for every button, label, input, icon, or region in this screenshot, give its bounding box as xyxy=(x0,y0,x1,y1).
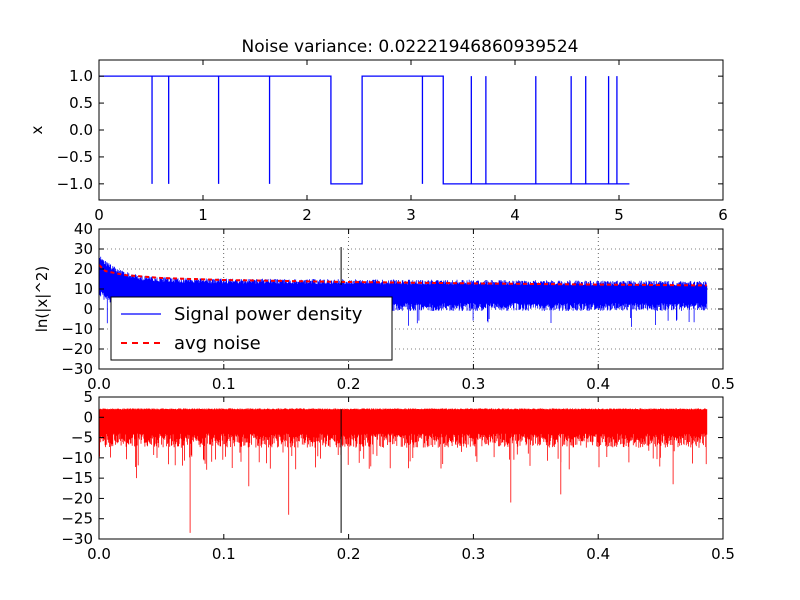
x-tick-label: 0.1 xyxy=(212,375,236,393)
y-tick-label: −20 xyxy=(61,489,93,507)
x-tick-label: 0.3 xyxy=(461,545,485,563)
series-signal-power-density xyxy=(99,255,708,330)
x-tick-label: 0.5 xyxy=(711,545,735,563)
y-tick-label: −0.5 xyxy=(57,148,93,166)
axes-frame xyxy=(98,228,724,370)
x-tick-label: 0.2 xyxy=(337,545,361,563)
y-tick-label: −5 xyxy=(71,429,93,447)
legend-label: avg noise xyxy=(174,333,261,354)
series-line-x xyxy=(99,75,630,185)
x-tick-label: 4 xyxy=(510,206,520,224)
y-axis-label: x xyxy=(28,125,46,134)
y-tick-label: 0 xyxy=(83,300,93,318)
subplots: 0 1 2 3 4 5 6 1.0 0.5 0.0 −0.5 −1.0 x 0.0 0.1 0.2 0.3 0.4… xyxy=(28,59,735,563)
y-tick-label: −10 xyxy=(61,449,93,467)
y-tick-label: 0.5 xyxy=(69,94,93,112)
x-tick-label: 5 xyxy=(614,206,624,224)
y-tick-label: 20 xyxy=(74,260,93,278)
y-tick-label: −30 xyxy=(61,360,93,378)
plot-area xyxy=(99,247,708,330)
x-tick-label: 0.4 xyxy=(586,545,610,563)
x-tick-label: 1 xyxy=(198,206,208,224)
series-noise xyxy=(99,408,708,533)
figure-title: Noise variance: 0.02221946860939524 xyxy=(242,37,579,57)
x-tick-label: 6 xyxy=(718,206,728,224)
y-tick-label: −30 xyxy=(61,530,93,548)
y-tick-label: 1.0 xyxy=(69,67,93,85)
legend: Signal power density avg noise xyxy=(110,296,393,361)
plot-area xyxy=(99,408,708,533)
subplot-1: 0 1 2 3 4 5 6 1.0 0.5 0.0 −0.5 −1.0 x xyxy=(28,59,728,224)
series-avg-noise xyxy=(99,264,707,287)
y-tick-label: 10 xyxy=(74,280,93,298)
legend-frame xyxy=(110,296,393,361)
y-axis-label: ln(|x|^2) xyxy=(33,266,51,332)
legend-label: Signal power density xyxy=(174,304,363,325)
axes-frame xyxy=(98,396,724,540)
x-tick-label: 0.4 xyxy=(586,375,610,393)
subplot-3: 0.0 0.1 0.2 0.3 0.4 0.5 5 0 −5 −10 −15 −20 −25 −30 xyxy=(61,388,735,563)
x-tick-label: 0.0 xyxy=(87,545,111,563)
x-tick-label: 0.0 xyxy=(87,375,111,393)
x-tick-label: 3 xyxy=(406,206,416,224)
y-tick-label: −10 xyxy=(61,320,93,338)
plot-area xyxy=(99,75,630,185)
y-tick-label: −1.0 xyxy=(57,175,93,193)
x-tick-label: 0 xyxy=(94,206,104,224)
y-tick-label: 0.0 xyxy=(69,121,93,139)
y-tick-label: 30 xyxy=(74,240,93,258)
subplot-2: 0.0 0.1 0.2 0.3 0.4 0.5 40 30 20 10 0 −10 −20 −30 ln(|… xyxy=(33,220,735,393)
x-tick-label: 0.3 xyxy=(461,375,485,393)
y-tick-label: −20 xyxy=(61,340,93,358)
x-tick-label: 2 xyxy=(302,206,312,224)
y-tick-label: 0 xyxy=(83,408,93,426)
x-tick-label: 0.5 xyxy=(711,375,735,393)
y-tick-label: 5 xyxy=(83,388,93,406)
x-tick-label: 0.1 xyxy=(212,545,236,563)
y-tick-label: −15 xyxy=(61,469,93,487)
x-tick-label: 0.2 xyxy=(337,375,361,393)
y-tick-label: −25 xyxy=(61,510,93,528)
y-tick-label: 40 xyxy=(74,220,93,238)
